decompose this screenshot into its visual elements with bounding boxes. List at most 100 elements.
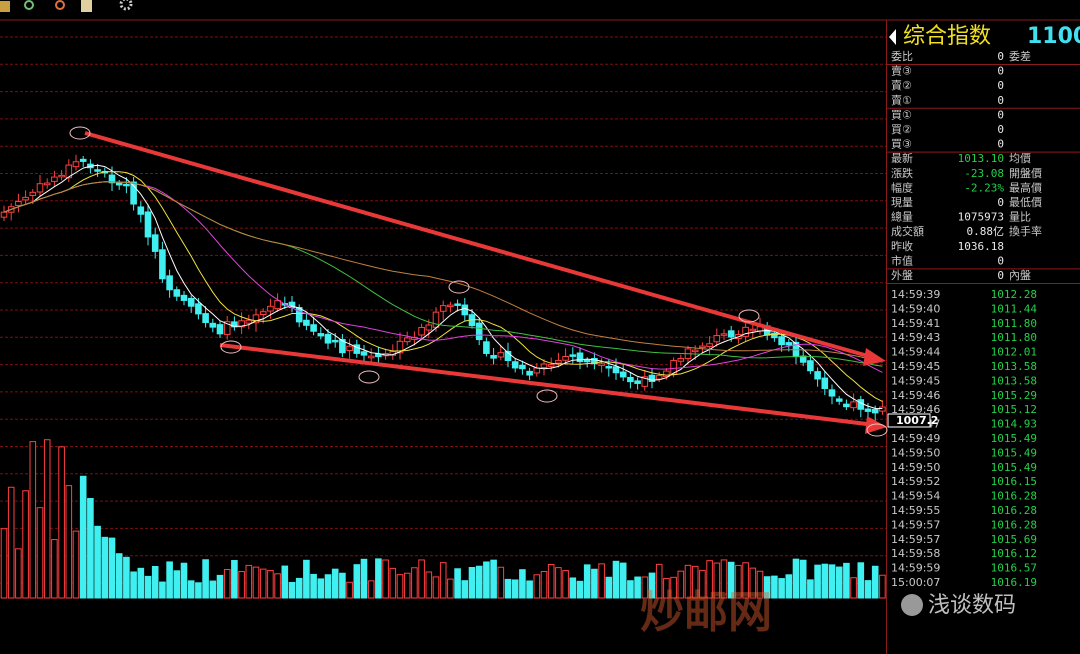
volume-bar bbox=[29, 441, 37, 599]
volume-bar bbox=[504, 578, 512, 599]
price-label: 1007.2 bbox=[896, 414, 938, 427]
zoom-out-icon[interactable] bbox=[55, 0, 65, 10]
quote-label: 外盤 bbox=[891, 269, 913, 282]
volume-bar bbox=[209, 580, 217, 599]
quote-label: 現量 bbox=[891, 196, 913, 209]
quote-label: 最高價 bbox=[1009, 180, 1042, 194]
moving-average bbox=[3, 181, 883, 373]
candle-body bbox=[778, 336, 785, 346]
candle-body bbox=[555, 359, 562, 364]
quote-value: 0.88亿 bbox=[967, 225, 1005, 238]
volume-bar bbox=[569, 577, 577, 599]
volume-bar bbox=[634, 576, 641, 599]
candle-body bbox=[43, 182, 51, 186]
candle-body bbox=[187, 297, 195, 307]
quote-label: 漲跌 bbox=[891, 166, 913, 180]
candle-body bbox=[274, 300, 281, 310]
volume-bar bbox=[324, 574, 332, 599]
volume-bar bbox=[245, 564, 253, 599]
volume-bar bbox=[195, 582, 202, 599]
volume-bar bbox=[65, 485, 73, 599]
candle-body bbox=[22, 196, 29, 201]
trade-price: 1011.80 bbox=[991, 317, 1037, 330]
trade-price: 1016.28 bbox=[991, 490, 1037, 503]
candle-body bbox=[655, 375, 663, 380]
candle-body bbox=[166, 275, 173, 291]
trend-arrow bbox=[865, 416, 887, 434]
trade-price: 1015.69 bbox=[991, 533, 1037, 546]
volume-bar bbox=[648, 572, 656, 599]
candle-body bbox=[612, 366, 620, 374]
candle-body bbox=[857, 399, 865, 410]
trade-price: 1016.19 bbox=[991, 576, 1037, 589]
trade-time: 14:59:45 bbox=[891, 374, 940, 387]
highlight-circle bbox=[536, 389, 558, 403]
quote-label: 開盤價 bbox=[1009, 166, 1042, 180]
volume-bar bbox=[771, 575, 778, 599]
back-arrow[interactable] bbox=[889, 29, 896, 45]
volume-bar bbox=[756, 570, 764, 599]
quote-label: 賣② bbox=[891, 78, 912, 92]
candle-body bbox=[173, 289, 181, 297]
quote-value: 1075973 bbox=[958, 211, 1004, 224]
volume-bar bbox=[828, 564, 836, 599]
volume-bar bbox=[259, 568, 267, 599]
quote-label: 成交額 bbox=[891, 224, 924, 238]
candle-body bbox=[569, 354, 577, 357]
volume-bar bbox=[36, 507, 44, 599]
candle-body bbox=[483, 341, 490, 354]
candle-body bbox=[864, 408, 872, 412]
candle-body bbox=[317, 333, 325, 337]
volume-bar bbox=[670, 576, 677, 599]
quote-value: -2.23% bbox=[964, 181, 1004, 194]
volume-bar bbox=[706, 560, 713, 599]
candle-body bbox=[648, 374, 656, 382]
zoom-in-icon[interactable] bbox=[24, 0, 34, 10]
candle-body bbox=[814, 371, 821, 380]
candle-body bbox=[65, 164, 73, 179]
candle-body bbox=[252, 314, 260, 324]
volume-bar bbox=[763, 576, 771, 599]
volume-bar bbox=[641, 576, 649, 599]
quote-label: 均價 bbox=[1009, 151, 1031, 165]
candle-body bbox=[699, 345, 706, 349]
tool-icon[interactable] bbox=[0, 1, 10, 12]
volume-bar bbox=[94, 525, 101, 599]
volume-bar bbox=[231, 560, 238, 599]
note-icon[interactable] bbox=[81, 0, 92, 12]
volume-bar bbox=[130, 571, 137, 599]
volume-bar bbox=[576, 580, 584, 599]
quote-value: 0 bbox=[997, 79, 1004, 92]
volume-bar bbox=[547, 564, 555, 599]
candle-body bbox=[627, 376, 634, 383]
trade-time: 14:59:52 bbox=[891, 475, 940, 488]
settings-icon[interactable] bbox=[119, 0, 133, 11]
candle-body bbox=[259, 311, 267, 316]
volume-bar bbox=[22, 490, 29, 599]
quote-value: 0 bbox=[997, 269, 1004, 282]
volume-bar bbox=[857, 562, 865, 599]
candle-body bbox=[180, 294, 188, 301]
moving-average bbox=[3, 181, 883, 363]
candle-body bbox=[461, 304, 469, 316]
trade-price: 1015.49 bbox=[991, 446, 1037, 459]
volume-bar bbox=[835, 566, 843, 599]
candle-body bbox=[807, 360, 814, 372]
volume-bar bbox=[137, 567, 145, 599]
candle-body bbox=[576, 352, 584, 363]
quote-label: 買② bbox=[891, 123, 912, 136]
volume-bar bbox=[281, 565, 289, 599]
volume-bar bbox=[483, 561, 490, 599]
panel-code: 1100 bbox=[1027, 24, 1080, 49]
candle-body bbox=[303, 319, 310, 326]
candle-body bbox=[130, 181, 137, 205]
volume-bar bbox=[713, 562, 721, 599]
volume-bar bbox=[0, 528, 8, 599]
quote-label: 幅度 bbox=[891, 180, 913, 194]
volume-bar bbox=[519, 569, 526, 599]
quote-value: 0 bbox=[997, 138, 1004, 151]
candle-body bbox=[742, 326, 749, 337]
trade-time: 14:59:59 bbox=[891, 562, 940, 575]
candle-body bbox=[504, 350, 512, 362]
